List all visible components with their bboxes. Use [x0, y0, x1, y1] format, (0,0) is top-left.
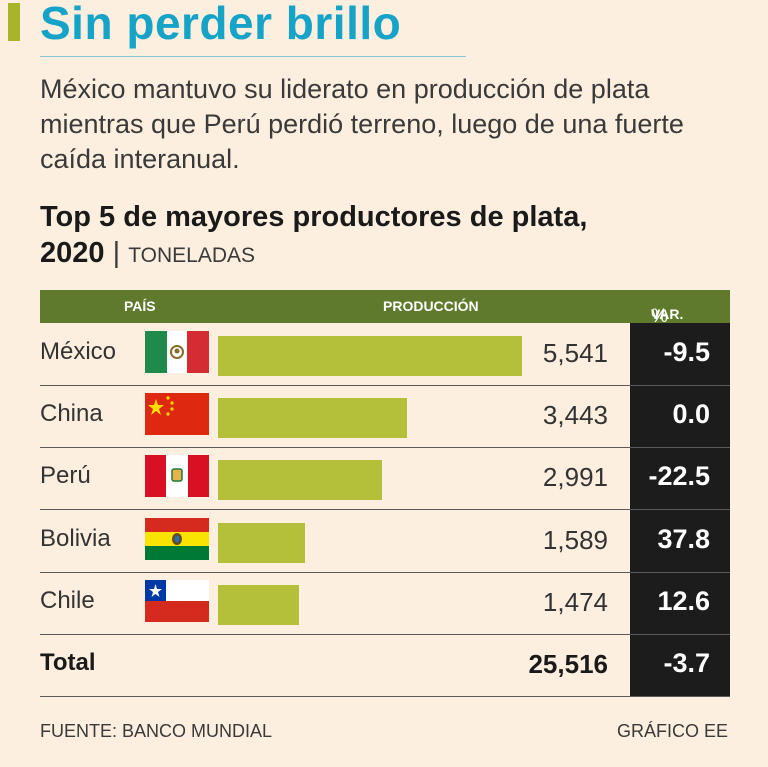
chart-title-main: Top 5 de mayores productores de plata,: [40, 201, 588, 233]
production-value: 5,541: [542, 338, 608, 368]
chart-title-unit: TONELADAS: [128, 244, 256, 267]
table-row-bolivia: Bolivia 1,589 37.8: [40, 510, 730, 573]
header-var-label: VAR.: [651, 306, 684, 322]
country-label: México: [40, 338, 117, 365]
table-row-mexico: México 5,541 -9.5: [40, 323, 730, 386]
production-value: 3,443: [542, 400, 608, 431]
production-value: 1,474: [542, 586, 608, 617]
chile-flag-icon: [145, 579, 209, 622]
production-bar: [218, 584, 299, 625]
var-value: 12.6: [657, 585, 710, 616]
title-accent-bar: [8, 3, 20, 41]
var-value: 37.8: [657, 523, 710, 554]
peru-flag-icon: [145, 455, 209, 498]
table-row-total: Total 25,516 -3.7: [40, 634, 730, 697]
subtitle: México mantuvo su liderato en producción…: [40, 74, 684, 174]
table-row-china: China 3,443 0.0: [40, 385, 730, 449]
production-bar: [218, 522, 305, 563]
country-label: Bolivia: [40, 524, 111, 552]
table-row-peru: Perú 2,991 -22.5: [40, 447, 730, 511]
var-value: 0.0: [672, 399, 710, 430]
chart-title: Top 5 de mayores productores de plata, 2…: [40, 199, 587, 274]
production-bar: [218, 460, 382, 501]
header-production: PRODUCCIÓN: [383, 298, 479, 314]
table-header: PAÍS PRODUCCIÓN VAR. %: [40, 290, 730, 327]
production-bar: [218, 336, 522, 376]
total-label: Total: [40, 649, 96, 676]
country-label: Perú: [40, 462, 91, 490]
mexico-flag-icon: [145, 331, 209, 373]
header-var-pct: %: [651, 306, 668, 327]
header-country: PAÍS: [124, 298, 156, 314]
total-var-value: -3.7: [663, 648, 710, 678]
bolivia-flag-icon: [145, 517, 209, 560]
page-title: Sin perder brillo: [40, 0, 402, 49]
graphic-credit: GRÁFICO EE: [616, 721, 728, 741]
production-value: 2,991: [542, 462, 608, 493]
china-flag-icon: [145, 393, 209, 436]
var-value: -9.5: [663, 337, 710, 367]
production-value: 1,589: [542, 524, 608, 555]
source-note: FUENTE: BANCO MUNDIAL: [40, 721, 273, 741]
table-row-chile: Chile 1,474 12.6: [40, 572, 730, 635]
var-value: -22.5: [648, 461, 710, 492]
title-divider: [40, 56, 466, 57]
country-label: Chile: [40, 586, 95, 614]
total-production-value: 25,516: [528, 649, 608, 679]
country-label: China: [40, 400, 103, 428]
chart-title-separator: |: [112, 237, 121, 269]
production-bar: [218, 398, 407, 439]
chart-title-year: 2020: [40, 237, 105, 269]
